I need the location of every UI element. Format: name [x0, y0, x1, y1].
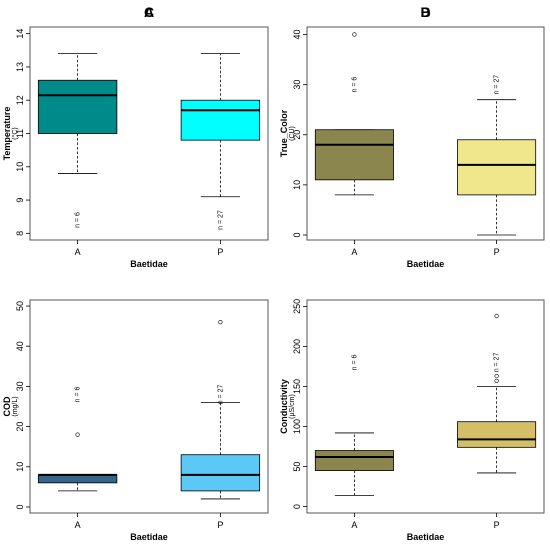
y-tick-label: 0	[292, 232, 302, 237]
x-tick-label: P	[494, 520, 500, 530]
x-tick-label: P	[217, 247, 223, 257]
iqr-box	[37, 79, 118, 134]
sample-size-label: n = 27	[494, 75, 501, 95]
y-axis-unit: (mg/L)	[12, 396, 19, 416]
y-tick-label: 30	[15, 381, 25, 391]
y-tick-label: 40	[15, 341, 25, 351]
y-tick-label: 200	[292, 339, 302, 354]
sample-size-label: n = 6	[351, 354, 358, 370]
box-p: n = 27	[457, 313, 537, 474]
sample-size-label: n = 27	[217, 385, 224, 405]
sample-size-label: n = 6	[75, 212, 82, 228]
x-tick-label: P	[217, 520, 223, 530]
sample-size-label: n = 6	[351, 77, 358, 93]
y-axis-title: COD	[2, 396, 12, 417]
x-axis-title: Baetidae	[407, 532, 445, 542]
sample-size-label: n = 27	[217, 210, 224, 230]
y-axis-unit: (µS/cm)	[289, 394, 296, 419]
iqr-box	[314, 450, 394, 471]
box-p: n = 27	[457, 75, 537, 236]
panel-title: D	[420, 4, 430, 20]
y-axis-title: True_Color	[279, 109, 289, 157]
outlier-point	[494, 378, 499, 383]
x-tick-label: A	[75, 247, 81, 257]
x-tick-label: A	[75, 520, 81, 530]
sample-size-label: n = 6	[75, 386, 82, 402]
x-axis-title: Baetidae	[130, 532, 168, 542]
panel-b: B 0 10 20 30 40 A P Baetidae True_Color (CU) n = 6 n…	[279, 4, 545, 269]
iqr-box	[180, 99, 261, 141]
x-tick-label: A	[351, 520, 357, 530]
x-tick-label: P	[494, 247, 500, 257]
y-axis-title: Conductivity	[279, 379, 289, 434]
panel-a: A 8 9 10 11 12 13 14 A P Baetidae Temperature (°C) n …	[2, 4, 269, 269]
y-tick-label: 150	[292, 379, 302, 394]
y-axis-title: Temperature	[2, 107, 12, 161]
panel-title: A	[144, 4, 154, 20]
box-p: n = 27	[180, 53, 261, 230]
y-tick-label: 20	[15, 422, 25, 432]
plot-frame	[306, 299, 545, 514]
plot-frame	[29, 299, 269, 514]
y-tick-label: 10	[15, 162, 25, 172]
y-tick-label: 250	[292, 299, 302, 314]
x-axis-title: Baetidae	[130, 259, 168, 269]
y-tick-label: 13	[15, 62, 25, 72]
iqr-box	[457, 421, 537, 448]
iqr-box	[314, 129, 394, 181]
box-p: n = 27	[180, 320, 261, 500]
y-tick-label: 50	[15, 301, 25, 311]
outlier-point	[494, 373, 499, 379]
box-a: n = 6	[314, 354, 394, 496]
panel-title: B	[420, 4, 430, 20]
y-tick-label: 50	[292, 462, 302, 472]
iqr-box	[457, 139, 537, 196]
outlier-point	[352, 32, 357, 37]
plot-frame	[306, 26, 545, 241]
y-tick-label: 10	[292, 180, 302, 190]
y-axis-unit: (°C)	[11, 127, 19, 140]
iqr-box	[37, 474, 118, 484]
y-tick-label: 20	[292, 130, 302, 140]
y-tick-label: 100	[292, 419, 302, 434]
outlier-point	[218, 320, 223, 325]
sample-size-label: n = 27	[494, 353, 501, 373]
outlier-point	[494, 313, 499, 319]
iqr-box	[180, 454, 261, 492]
panel-c: C 0 10 20 30 40 50 A P Baetidae COD (mg/L) n = 6 n = …	[2, 4, 269, 542]
panel-title: C	[144, 4, 154, 20]
x-axis-title: Baetidae	[407, 259, 445, 269]
y-tick-label: 9	[15, 198, 25, 203]
y-tick-label: 0	[292, 504, 302, 509]
y-tick-label: 12	[15, 95, 25, 105]
y-axis-unit: (CU)	[289, 126, 296, 141]
y-tick-label: 11	[15, 129, 25, 138]
y-tick-label: 14	[15, 29, 25, 39]
outlier-point	[75, 432, 80, 437]
y-tick-label: 30	[292, 80, 302, 90]
y-tick-label: 8	[15, 231, 25, 236]
y-tick-label: 0	[15, 504, 25, 509]
x-tick-label: A	[351, 247, 357, 257]
y-tick-label: 10	[15, 462, 25, 472]
y-tick-label: 40	[292, 30, 302, 40]
box-a: n = 6	[37, 53, 118, 228]
box-a: n = 6	[314, 32, 394, 196]
box-a: n = 6	[37, 386, 118, 492]
